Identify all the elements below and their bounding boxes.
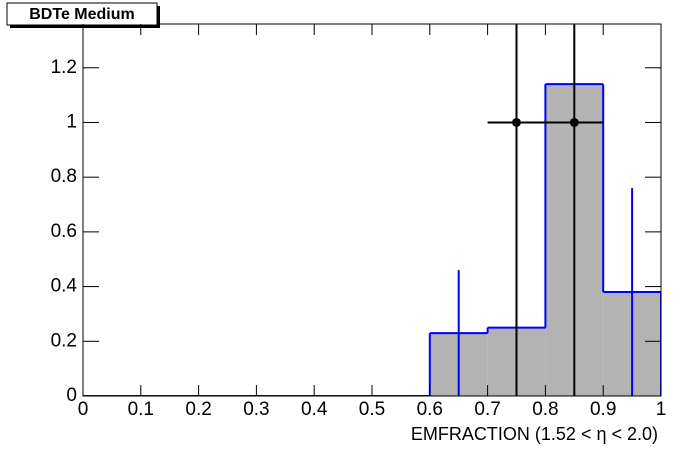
x-tick-label: 0.9 [590, 399, 616, 420]
data-point [569, 117, 579, 127]
x-tick-label: 1 [656, 399, 667, 420]
x-tick-label: 0.1 [128, 399, 154, 420]
y-tick-label: 0.8 [51, 166, 77, 187]
y-tick-label: 1.2 [51, 57, 77, 78]
x-tick-label: 0.6 [417, 399, 443, 420]
x-tick-label: 0.2 [185, 399, 211, 420]
x-tick-label: 0.3 [243, 399, 269, 420]
x-tick-label: 0.7 [474, 399, 500, 420]
y-tick-label: 0.2 [51, 330, 77, 351]
y-tick-label: 0 [66, 385, 77, 406]
x-tick-label: 0 [78, 399, 89, 420]
x-tick-label: 0.5 [359, 399, 385, 420]
data-point [512, 117, 521, 127]
chart-title: BDTe Medium [29, 6, 134, 23]
x-axis-label: EMFRACTION (1.52 < η < 2.0) [411, 424, 658, 444]
y-tick-label: 0.6 [51, 221, 77, 242]
x-tick-label: 0.4 [301, 399, 328, 420]
plot-area [83, 24, 661, 396]
title-box [6, 2, 158, 26]
x-tick-label: 0.8 [532, 399, 558, 420]
y-tick-label: 1 [66, 111, 77, 132]
y-tick-label: 0.4 [51, 276, 78, 297]
